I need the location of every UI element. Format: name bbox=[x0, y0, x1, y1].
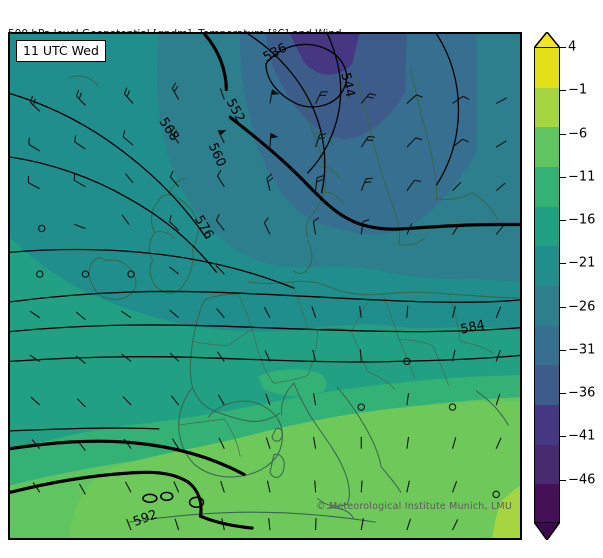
colorbar-band bbox=[535, 246, 559, 286]
colorbar-tick-mark bbox=[560, 90, 566, 92]
colorbar-band bbox=[535, 285, 559, 326]
colorbar-tick-label: −36 bbox=[568, 385, 596, 401]
contour-label-584: 584 bbox=[459, 318, 486, 338]
colorbar-band bbox=[535, 127, 559, 167]
colorbar-tick-label: −46 bbox=[568, 472, 596, 488]
weather-map[interactable]: 536 544 552 560 568 576 584 592 bbox=[8, 32, 522, 540]
colorbar-tick-mark bbox=[560, 479, 566, 481]
colorbar-band bbox=[535, 365, 559, 405]
colorbar-band bbox=[535, 87, 559, 128]
colorbar-tick-mark bbox=[560, 133, 566, 135]
colorbar-tick-label: −11 bbox=[568, 169, 596, 185]
colorbar-tick-label: 4 bbox=[568, 39, 577, 55]
colorbar-tick-label: −21 bbox=[568, 255, 596, 271]
copyright-notice: © Meteorological Institute Munich, LMU bbox=[316, 501, 512, 512]
temperature-colorbar[interactable]: 4 −1 −6 −11 −16 −21 −26 −31 −36 −41 −46 bbox=[534, 32, 596, 540]
colorbar-tick-label: −31 bbox=[568, 342, 596, 358]
colorbar-tick-mark bbox=[560, 436, 566, 438]
colorbar-band bbox=[535, 325, 559, 366]
colorbar-band bbox=[535, 404, 559, 445]
colorbar-bands[interactable] bbox=[534, 47, 560, 523]
colorbar-tick-label: −1 bbox=[568, 82, 588, 98]
colorbar-tick-mark bbox=[560, 393, 566, 395]
colorbar-band bbox=[535, 206, 559, 247]
colorbar-band bbox=[535, 166, 559, 207]
colorbar-extend-bottom-arrow bbox=[534, 522, 560, 540]
colorbar-tick-mark bbox=[560, 47, 566, 48]
colorbar-tick-mark bbox=[560, 306, 566, 308]
colorbar-tick-mark bbox=[560, 349, 566, 351]
colorbar-tick-label: −6 bbox=[568, 126, 588, 142]
colorbar-extend-top-arrow bbox=[534, 32, 560, 48]
colorbar-band bbox=[535, 48, 559, 88]
colorbar-tick-mark bbox=[560, 176, 566, 178]
colorbar-tick-label: −26 bbox=[568, 299, 596, 315]
colorbar-band bbox=[535, 484, 559, 522]
map-canvas: 536 544 552 560 568 576 584 592 bbox=[10, 34, 520, 538]
valid-time-badge: 11 UTC Wed bbox=[16, 40, 106, 62]
colorbar-tick-mark bbox=[560, 220, 566, 222]
colorbar-tick-label: −41 bbox=[568, 428, 596, 444]
colorbar-tick-mark bbox=[560, 263, 566, 265]
contour-label-544: 544 bbox=[337, 71, 357, 98]
wind-barb-field bbox=[25, 82, 508, 531]
colorbar-band bbox=[535, 444, 559, 485]
colorbar-tick-label: −16 bbox=[568, 212, 596, 228]
